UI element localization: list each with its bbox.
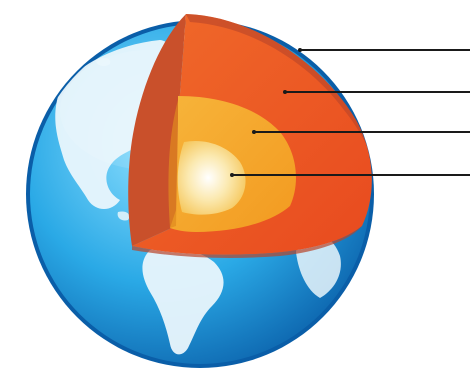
leader-dot: [230, 173, 234, 177]
leader-dot: [283, 90, 287, 94]
island: [96, 57, 111, 67]
leader-dot: [252, 130, 256, 134]
continent-south-america: [142, 247, 224, 355]
leader-dot: [298, 48, 302, 52]
layer-outer-core-side: [168, 100, 178, 228]
leader-dots: [230, 48, 302, 177]
leader-lines: [232, 49, 470, 176]
cutaway-wedge: [128, 14, 372, 258]
wedge-bottom-lip: [132, 226, 362, 258]
continent-north-america: [55, 40, 174, 209]
island: [117, 211, 130, 221]
layer-inner-core: [177, 140, 246, 215]
